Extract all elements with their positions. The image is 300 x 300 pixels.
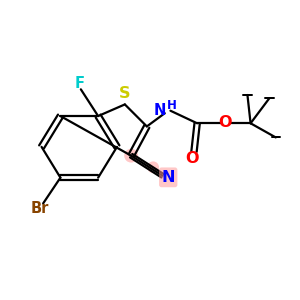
Circle shape (124, 149, 138, 163)
Text: O: O (186, 151, 199, 166)
Text: Br: Br (31, 201, 49, 216)
Circle shape (147, 161, 159, 173)
Text: O: O (219, 115, 232, 130)
Text: H: H (167, 99, 177, 112)
Text: N: N (153, 103, 166, 118)
Text: N: N (161, 170, 175, 185)
Text: S: S (119, 86, 130, 101)
Text: F: F (74, 76, 84, 92)
